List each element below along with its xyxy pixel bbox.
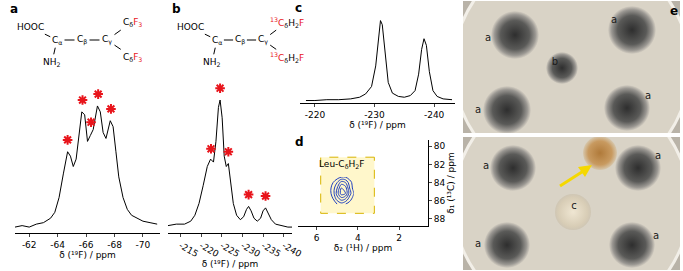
svg-text:-230: -230	[239, 240, 262, 259]
svg-text:-240: -240	[280, 240, 303, 259]
svg-text:a: a	[645, 90, 651, 101]
svg-text:C​β​: C​β​	[77, 34, 87, 46]
svg-text:a: a	[653, 230, 659, 241]
svg-text:-64: -64	[50, 240, 65, 250]
svg-text:NH​2​: NH​2​	[203, 57, 221, 68]
svg-text:​13​C​δ​H​2​F: ​13​C​δ​H​2​F	[270, 51, 304, 64]
svg-text:84: 84	[434, 178, 446, 188]
svg-text:c: c	[571, 200, 577, 211]
svg-text:NH​2​: NH​2​	[43, 57, 61, 68]
svg-text:-68: -68	[107, 240, 122, 250]
svg-text:a: a	[655, 150, 661, 161]
svg-text:a: a	[475, 104, 481, 115]
svg-text:​13​C​δ​H​2​F: ​13​C​δ​H​2​F	[270, 16, 304, 29]
svg-text:C​β​: C​β​	[235, 34, 245, 46]
svg-text:C​γ​: C​γ​	[102, 34, 112, 46]
svg-text:d: d	[295, 135, 304, 149]
svg-text:a: a	[611, 14, 617, 25]
svg-text:e: e	[670, 4, 678, 18]
svg-text:-240: -240	[424, 110, 445, 120]
svg-text:80: 80	[434, 141, 446, 151]
svg-text:-70: -70	[136, 240, 151, 250]
svg-text:HOOC: HOOC	[17, 22, 44, 32]
svg-text:6: 6	[314, 233, 320, 243]
svg-text:HOOC: HOOC	[177, 22, 204, 32]
svg-text:-225: -225	[218, 240, 241, 259]
svg-text:-220: -220	[198, 240, 221, 259]
svg-text:δ (¹⁹F) / ppm: δ (¹⁹F) / ppm	[349, 120, 406, 130]
svg-text:4: 4	[355, 233, 361, 243]
svg-text:δ₂ (¹H) / ppm: δ₂ (¹H) / ppm	[334, 243, 392, 253]
svg-text:δ₁ (¹³C) / ppm: δ₁ (¹³C) / ppm	[446, 152, 456, 213]
svg-text:C​γ​: C​γ​	[258, 34, 268, 46]
svg-text:a: a	[483, 160, 489, 171]
svg-text:δ (¹⁹F) / ppm: δ (¹⁹F) / ppm	[202, 259, 259, 269]
svg-text:b: b	[172, 2, 181, 16]
svg-text:C​δ​F​3​: C​δ​F​3​	[123, 17, 142, 28]
svg-text:Leu-C​δ​H​2​F: Leu-C​δ​H​2​F	[319, 159, 364, 170]
svg-text:a: a	[10, 2, 18, 16]
svg-text:δ (¹⁹F) / ppm: δ (¹⁹F) / ppm	[59, 250, 116, 260]
svg-text:-66: -66	[79, 240, 94, 250]
svg-text:a: a	[485, 32, 491, 43]
svg-text:C​α​: C​α​	[52, 35, 62, 46]
svg-text:c: c	[295, 1, 302, 15]
svg-text:a: a	[475, 238, 481, 249]
svg-text:2: 2	[396, 233, 402, 243]
svg-text:C​δ​F​3​: C​δ​F​3​	[123, 52, 142, 63]
svg-text:-62: -62	[22, 240, 37, 250]
svg-text:C​α​: C​α​	[212, 35, 222, 46]
svg-text:b: b	[552, 56, 558, 67]
svg-text:-215: -215	[177, 240, 200, 259]
svg-text:-220: -220	[305, 110, 326, 120]
svg-text:-235: -235	[260, 240, 283, 259]
svg-text:88: 88	[434, 214, 446, 224]
svg-text:86: 86	[434, 196, 446, 206]
svg-text:-230: -230	[364, 110, 385, 120]
svg-text:82: 82	[434, 160, 445, 170]
